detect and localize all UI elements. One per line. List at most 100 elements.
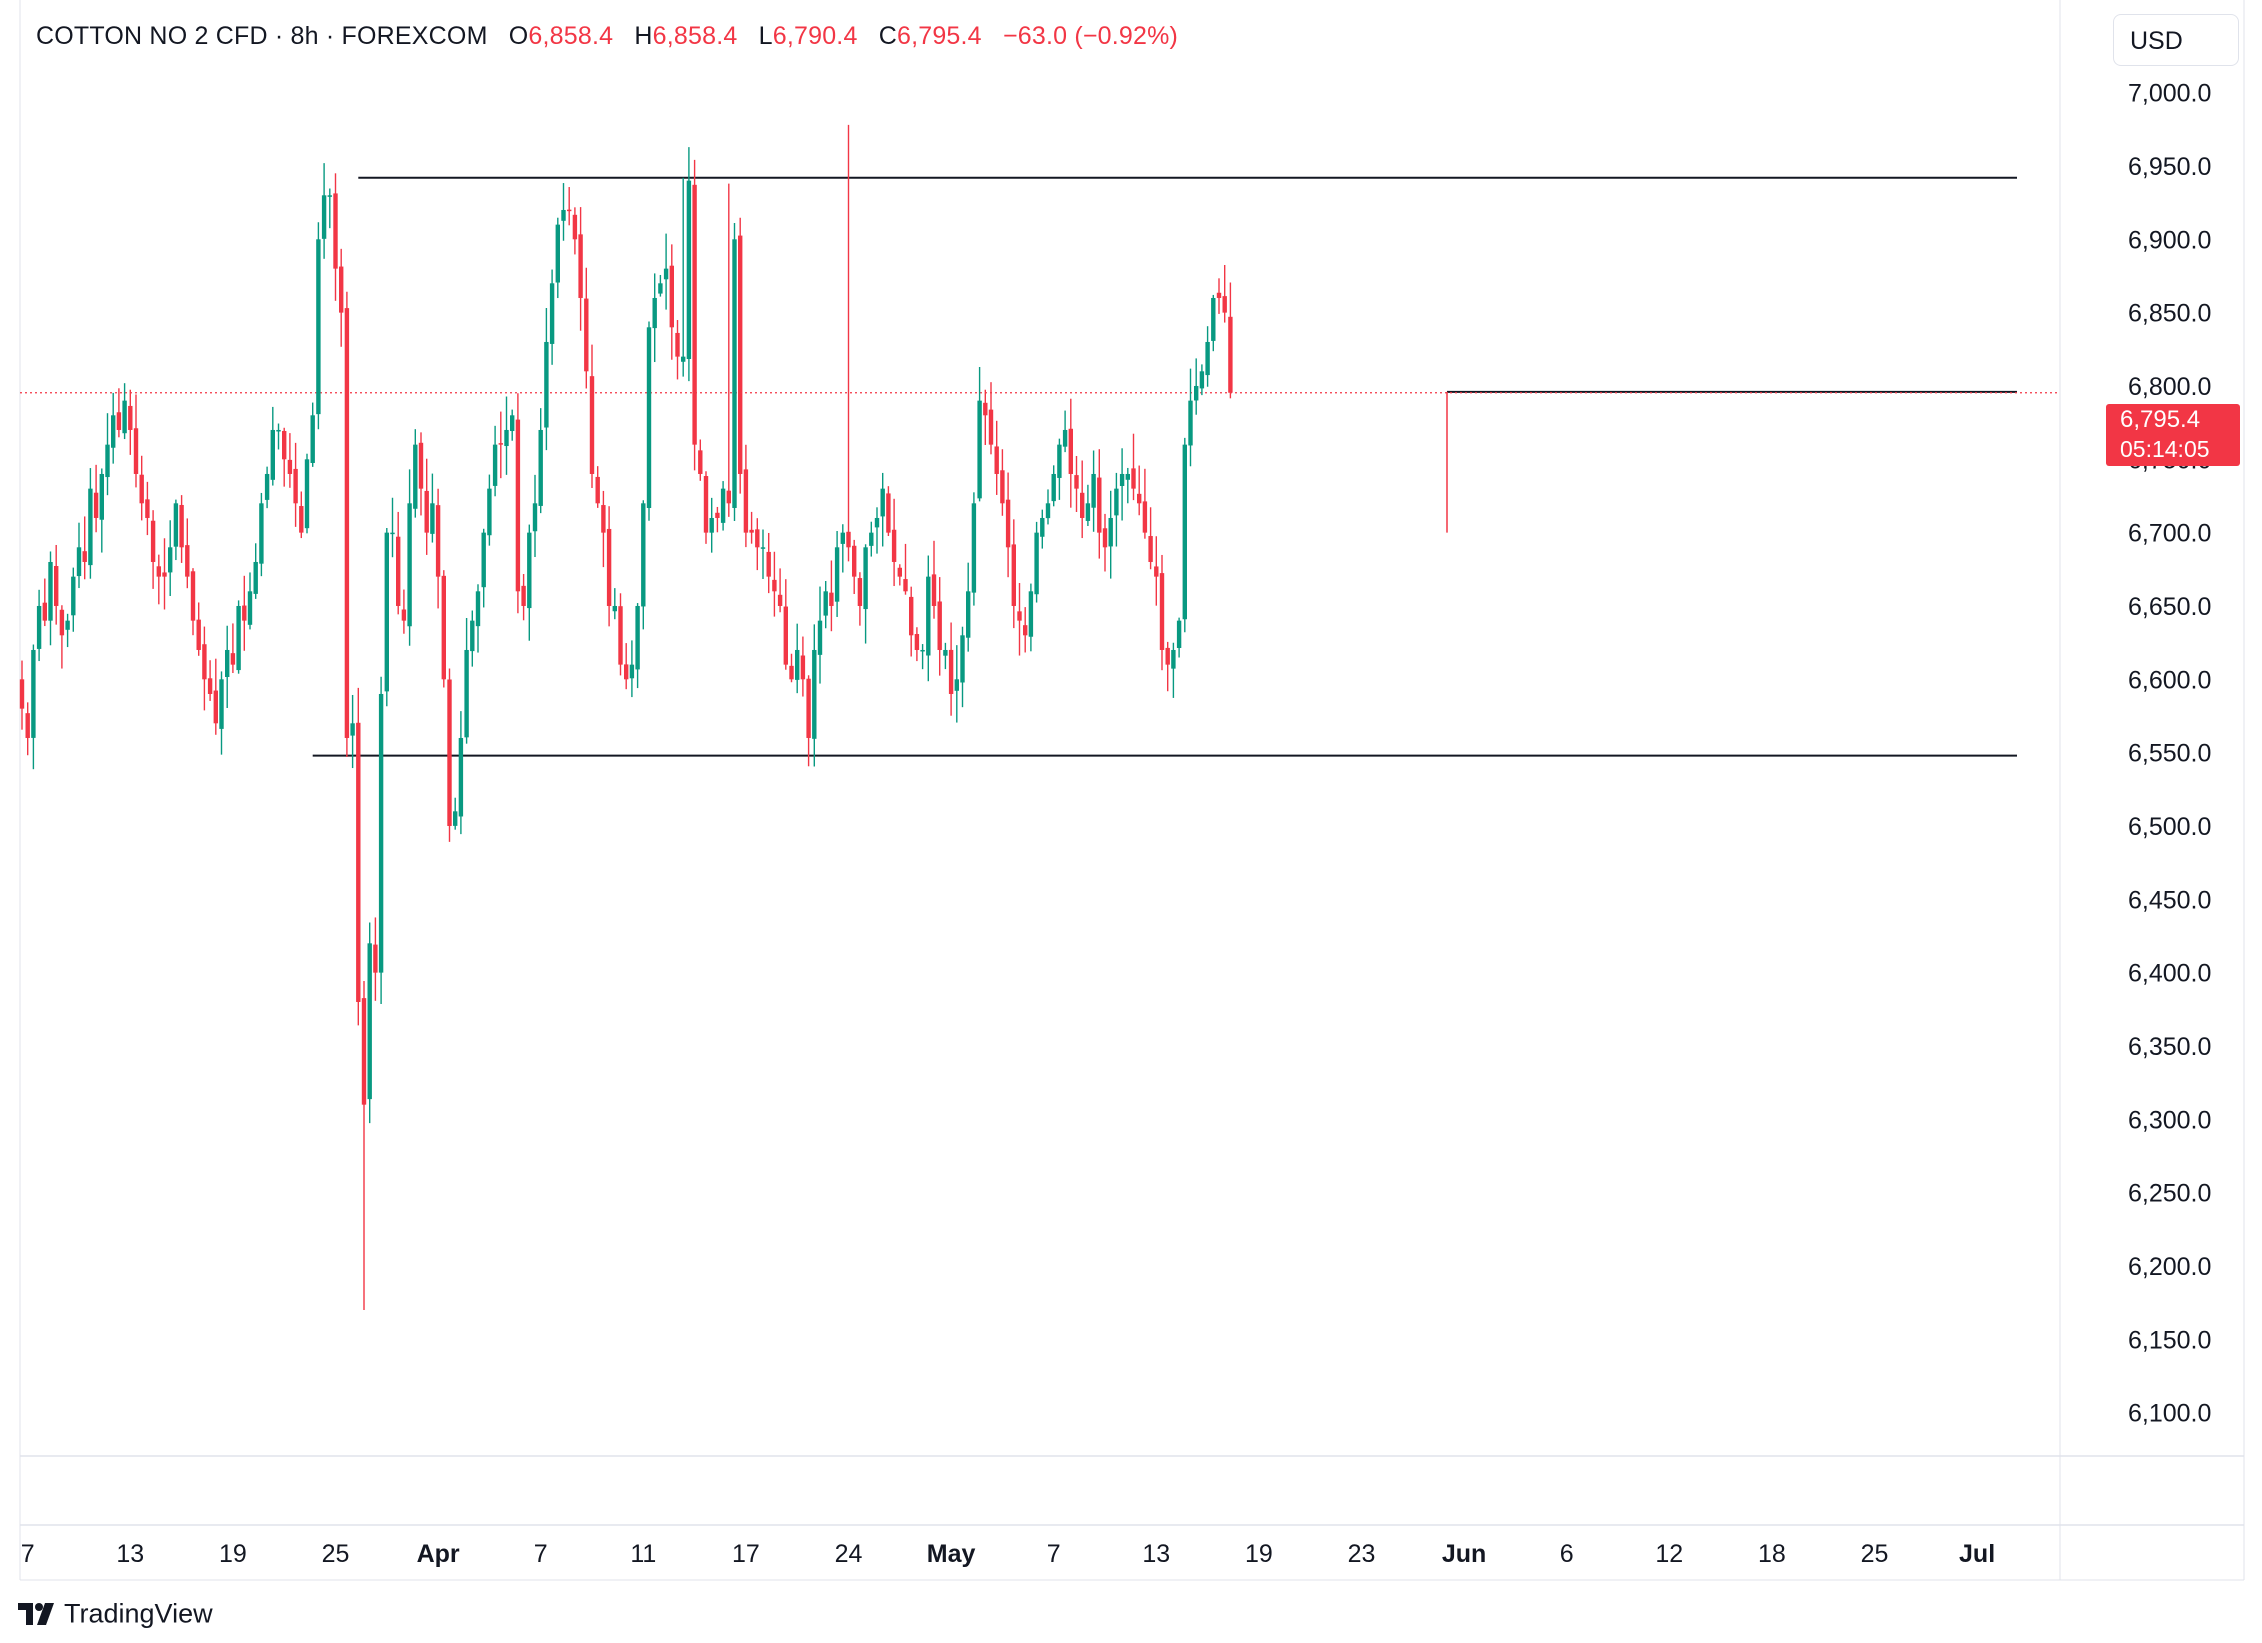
- candle[interactable]: [122, 383, 127, 440]
- candle[interactable]: [430, 473, 435, 543]
- candle[interactable]: [663, 233, 669, 310]
- candle[interactable]: [225, 625, 230, 708]
- candle[interactable]: [31, 644, 36, 770]
- candle[interactable]: [532, 474, 538, 558]
- candle[interactable]: [1040, 509, 1045, 549]
- candle[interactable]: [641, 500, 646, 630]
- candle[interactable]: [948, 622, 954, 716]
- candle[interactable]: [572, 207, 578, 255]
- candle[interactable]: [658, 274, 663, 297]
- candle[interactable]: [498, 411, 503, 479]
- candle[interactable]: [1000, 449, 1005, 516]
- candle[interactable]: [601, 490, 606, 568]
- candle[interactable]: [897, 564, 902, 586]
- candle[interactable]: [943, 642, 948, 670]
- candle[interactable]: [396, 511, 401, 615]
- candle[interactable]: [481, 528, 486, 608]
- candle[interactable]: [629, 640, 635, 698]
- candle[interactable]: [926, 555, 931, 682]
- candle[interactable]: [71, 567, 76, 632]
- candle[interactable]: [954, 645, 959, 723]
- candle[interactable]: [1216, 278, 1222, 314]
- candle[interactable]: [527, 524, 532, 641]
- candle[interactable]: [1017, 582, 1022, 656]
- candle[interactable]: [453, 797, 458, 830]
- candle[interactable]: [384, 528, 389, 707]
- candle[interactable]: [401, 589, 407, 634]
- candle[interactable]: [1228, 282, 1233, 399]
- candle[interactable]: [538, 408, 543, 514]
- candle[interactable]: [1085, 484, 1091, 527]
- candle[interactable]: [1005, 472, 1011, 578]
- candle[interactable]: [373, 917, 378, 1001]
- candle[interactable]: [652, 273, 657, 363]
- candle[interactable]: [1176, 617, 1182, 658]
- candle[interactable]: [669, 244, 674, 360]
- candle[interactable]: [578, 207, 583, 331]
- candle[interactable]: [760, 529, 766, 579]
- candle[interactable]: [447, 668, 452, 842]
- candle[interactable]: [920, 644, 925, 670]
- candle[interactable]: [903, 543, 908, 595]
- candle[interactable]: [504, 396, 509, 475]
- candle[interactable]: [435, 488, 441, 609]
- candle[interactable]: [179, 495, 184, 563]
- candle[interactable]: [162, 538, 167, 610]
- candle[interactable]: [777, 568, 783, 613]
- candle[interactable]: [812, 624, 817, 767]
- candle[interactable]: [390, 497, 395, 558]
- candle[interactable]: [321, 163, 327, 259]
- candle[interactable]: [470, 610, 475, 667]
- candle[interactable]: [686, 147, 692, 382]
- candle[interactable]: [584, 267, 589, 389]
- candle[interactable]: [333, 173, 338, 301]
- candle[interactable]: [863, 544, 868, 644]
- candle[interactable]: [698, 439, 703, 481]
- candle[interactable]: [378, 676, 384, 1005]
- candle[interactable]: [202, 626, 207, 711]
- candle[interactable]: [983, 389, 988, 445]
- candle[interactable]: [977, 367, 982, 502]
- candle[interactable]: [709, 497, 714, 553]
- candle[interactable]: [971, 492, 977, 606]
- candle[interactable]: [25, 702, 30, 756]
- candle[interactable]: [219, 671, 224, 755]
- candle[interactable]: [424, 458, 429, 555]
- candle[interactable]: [1211, 294, 1216, 352]
- candle[interactable]: [1114, 472, 1119, 547]
- candle[interactable]: [1028, 583, 1034, 652]
- candle[interactable]: [561, 183, 566, 241]
- candle[interactable]: [988, 382, 994, 455]
- candle[interactable]: [1023, 607, 1028, 653]
- candle[interactable]: [766, 532, 771, 594]
- candle[interactable]: [789, 653, 794, 683]
- candle[interactable]: [128, 389, 133, 455]
- candle[interactable]: [515, 393, 521, 614]
- candle[interactable]: [931, 540, 937, 619]
- candle[interactable]: [595, 466, 600, 508]
- candle[interactable]: [344, 291, 350, 757]
- candle[interactable]: [681, 177, 686, 377]
- candle[interactable]: [185, 518, 190, 589]
- candle[interactable]: [492, 425, 498, 497]
- candle[interactable]: [259, 492, 264, 577]
- candle[interactable]: [1165, 641, 1170, 692]
- candle[interactable]: [618, 593, 623, 676]
- candle[interactable]: [1062, 410, 1068, 453]
- candle[interactable]: [635, 603, 640, 689]
- candle[interactable]: [606, 506, 612, 627]
- candle[interactable]: [891, 498, 897, 587]
- candle[interactable]: [475, 584, 481, 653]
- candle[interactable]: [755, 518, 760, 571]
- candle[interactable]: [156, 554, 161, 605]
- candle[interactable]: [139, 455, 144, 521]
- candle[interactable]: [1074, 456, 1079, 512]
- candle[interactable]: [840, 524, 845, 573]
- candle[interactable]: [350, 694, 355, 769]
- candle[interactable]: [909, 586, 914, 657]
- candle[interactable]: [1091, 450, 1096, 532]
- candle[interactable]: [806, 675, 811, 767]
- candle[interactable]: [783, 579, 788, 670]
- candle[interactable]: [1142, 468, 1148, 539]
